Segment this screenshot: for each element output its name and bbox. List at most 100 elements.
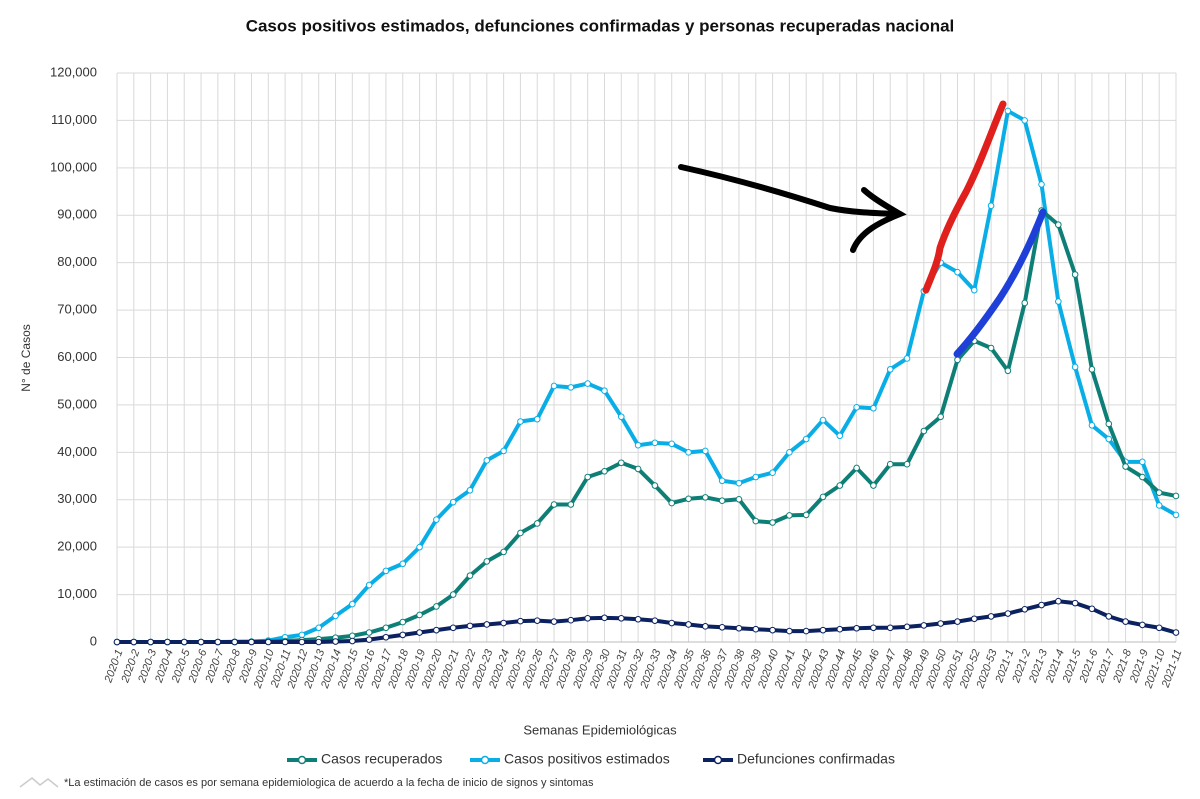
point bbox=[651, 439, 659, 447]
point bbox=[113, 638, 121, 646]
footnote: *La estimación de casos es por semana ep… bbox=[64, 777, 594, 789]
point bbox=[449, 591, 457, 598]
point bbox=[483, 621, 491, 628]
point bbox=[617, 614, 625, 622]
point bbox=[382, 567, 390, 575]
point bbox=[954, 268, 961, 276]
point bbox=[197, 638, 205, 646]
logo bbox=[19, 777, 59, 788]
point bbox=[702, 494, 709, 501]
plot: 0 10,000 20,000 30,000 40,000 50,000 60,000 70,… bbox=[50, 64, 1185, 766]
point bbox=[702, 623, 709, 630]
point bbox=[769, 626, 776, 634]
point bbox=[1038, 181, 1045, 188]
arrow-head bbox=[850, 187, 907, 253]
point bbox=[466, 622, 474, 630]
point bbox=[1139, 621, 1146, 629]
point bbox=[903, 623, 911, 631]
point bbox=[1105, 435, 1113, 443]
point bbox=[433, 516, 440, 523]
point bbox=[466, 486, 474, 494]
point bbox=[517, 617, 524, 625]
y-tick-label: 50,000 bbox=[57, 396, 97, 411]
legend-marker bbox=[297, 755, 307, 765]
point bbox=[752, 517, 760, 525]
point bbox=[903, 355, 911, 362]
point bbox=[668, 440, 676, 448]
point bbox=[651, 617, 659, 624]
point bbox=[231, 638, 238, 646]
point bbox=[281, 638, 289, 646]
legend-label: Casos positivos estimados bbox=[504, 751, 670, 767]
point bbox=[466, 572, 474, 579]
point bbox=[416, 629, 423, 636]
point bbox=[130, 638, 138, 646]
series-line bbox=[117, 108, 1177, 644]
point bbox=[1088, 605, 1096, 613]
point bbox=[550, 618, 558, 625]
point bbox=[802, 511, 810, 519]
point bbox=[634, 615, 642, 623]
point bbox=[1004, 107, 1012, 115]
point bbox=[870, 624, 877, 632]
point bbox=[634, 465, 642, 473]
point bbox=[601, 387, 608, 394]
point bbox=[601, 468, 608, 475]
point bbox=[735, 479, 743, 487]
point bbox=[786, 449, 793, 456]
point bbox=[1155, 489, 1163, 496]
y-tick-label: 110,000 bbox=[51, 112, 97, 127]
point bbox=[870, 482, 877, 489]
point bbox=[550, 501, 558, 508]
point bbox=[786, 512, 793, 519]
point bbox=[987, 202, 995, 210]
point bbox=[769, 469, 776, 477]
point bbox=[433, 603, 440, 610]
point bbox=[517, 529, 524, 537]
point bbox=[954, 356, 961, 364]
point bbox=[164, 638, 171, 646]
point bbox=[819, 493, 827, 501]
point bbox=[651, 482, 659, 489]
point bbox=[718, 497, 726, 504]
point bbox=[332, 612, 339, 620]
point bbox=[685, 495, 692, 503]
point bbox=[752, 473, 760, 481]
point bbox=[1155, 502, 1163, 509]
point bbox=[382, 624, 390, 632]
point bbox=[180, 638, 188, 646]
point bbox=[584, 380, 591, 387]
x-axis-label: Semanas Epidemiológicas bbox=[523, 722, 677, 737]
point bbox=[1004, 367, 1012, 375]
point bbox=[853, 624, 860, 632]
point bbox=[702, 447, 709, 455]
point bbox=[1071, 363, 1079, 371]
arrow-shaft bbox=[678, 164, 901, 217]
point bbox=[1088, 422, 1096, 429]
highlight-red bbox=[922, 100, 1007, 294]
y-tick-label: 120,000 bbox=[50, 64, 97, 79]
point bbox=[399, 560, 407, 568]
point bbox=[752, 625, 760, 633]
point bbox=[1172, 511, 1180, 519]
point bbox=[836, 482, 844, 489]
point bbox=[1155, 624, 1163, 632]
point bbox=[601, 614, 608, 622]
point bbox=[315, 638, 323, 646]
point bbox=[1055, 221, 1062, 229]
point bbox=[735, 495, 743, 503]
point bbox=[769, 519, 776, 526]
point bbox=[870, 404, 877, 412]
point bbox=[954, 618, 961, 625]
y-tick-label: 10,000 bbox=[57, 586, 97, 601]
legend-item: Casos positivos estimados bbox=[470, 751, 670, 767]
point bbox=[533, 520, 541, 527]
point bbox=[298, 638, 306, 646]
point bbox=[819, 416, 827, 424]
point bbox=[1139, 473, 1146, 481]
point bbox=[937, 413, 944, 421]
point bbox=[449, 498, 457, 506]
point bbox=[886, 366, 894, 373]
point bbox=[1021, 605, 1029, 613]
